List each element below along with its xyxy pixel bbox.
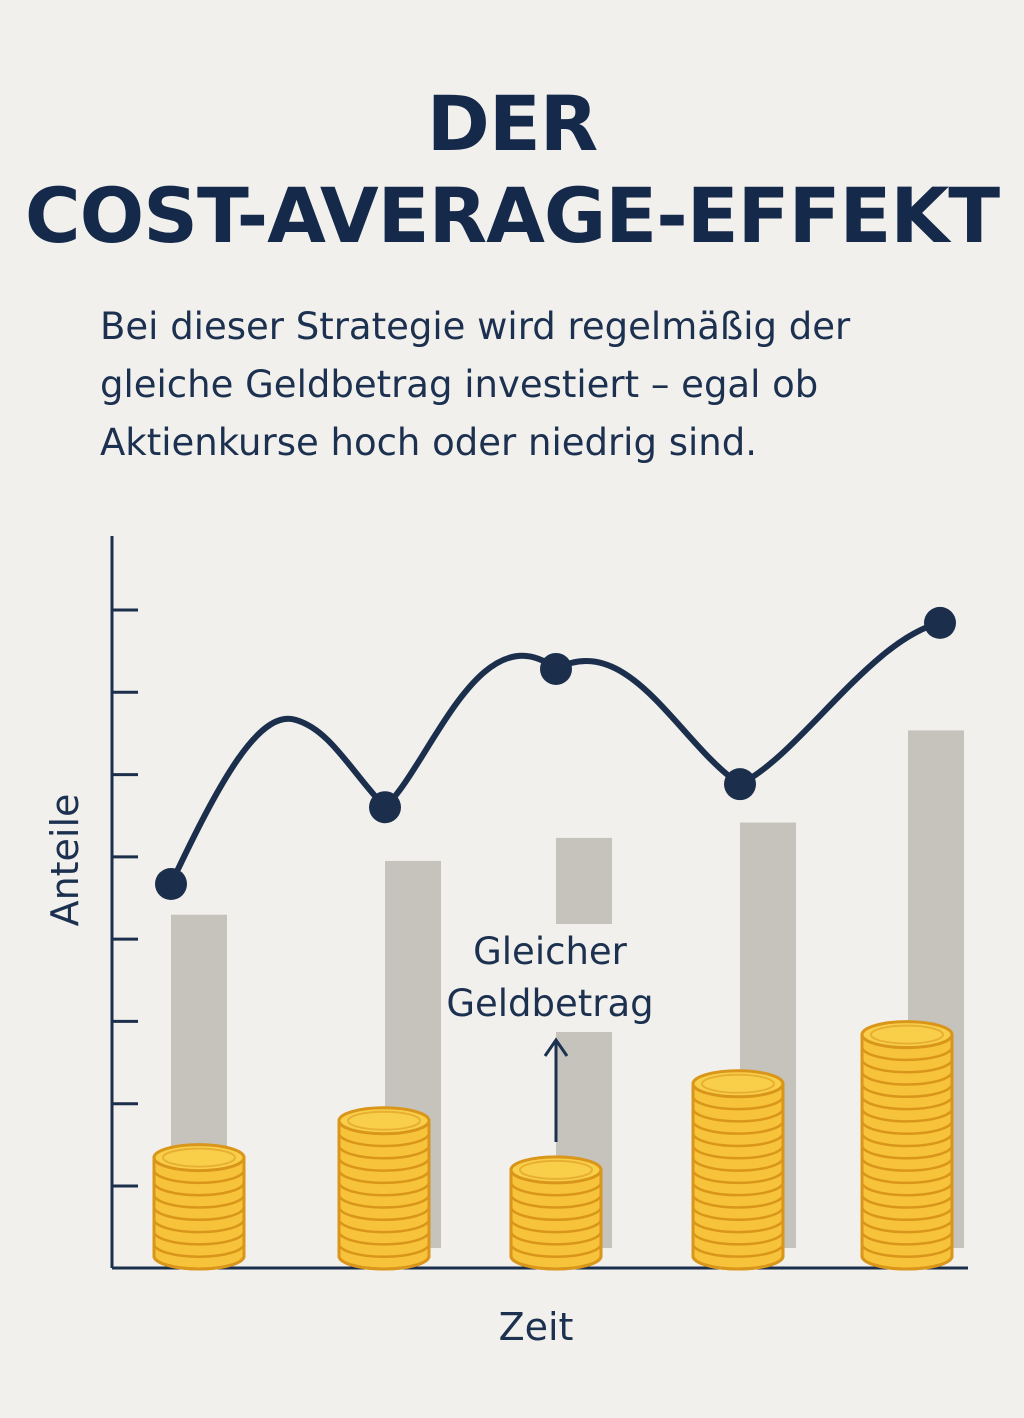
price-point: [540, 652, 572, 685]
price-line-group: [155, 606, 956, 900]
coin-stack: [509, 1155, 603, 1271]
price-point: [155, 868, 187, 900]
y-axis-label: Anteile: [43, 794, 87, 927]
price-point: [369, 791, 401, 824]
annotation-group: Gleicher Geldbetrag: [446, 924, 654, 1142]
title-line-1: DER: [426, 79, 599, 168]
coin-stack: [152, 1143, 246, 1271]
subtitle-line-3: Aktienkurse hoch oder niedrig sind.: [100, 421, 757, 464]
subtitle: Bei dieser Strategie wird regelmäßig der…: [100, 298, 960, 472]
page-title: DER COST-AVERAGE-EFFEKT: [0, 78, 1024, 262]
price-line: [168, 619, 943, 887]
subtitle-line-2: gleiche Geldbetrag investiert – egal ob: [100, 363, 819, 406]
annotation-text-line: Gleicher: [473, 930, 628, 973]
coin-stack: [691, 1069, 785, 1271]
coin-stack: [337, 1106, 431, 1271]
annotation-background: [554, 924, 614, 1032]
price-point: [924, 606, 956, 639]
annotation-arrow-head: [543, 1037, 569, 1057]
x-axis-label: Zeit: [499, 1305, 574, 1349]
title-line-2: COST-AVERAGE-EFFEKT: [24, 171, 1000, 260]
coin-stacks: [152, 1020, 954, 1271]
coin-stack: [860, 1020, 954, 1271]
subtitle-line-1: Bei dieser Strategie wird regelmäßig der: [100, 305, 851, 348]
annotation-text-line: Geldbetrag: [446, 982, 653, 1025]
price-point: [724, 768, 756, 801]
